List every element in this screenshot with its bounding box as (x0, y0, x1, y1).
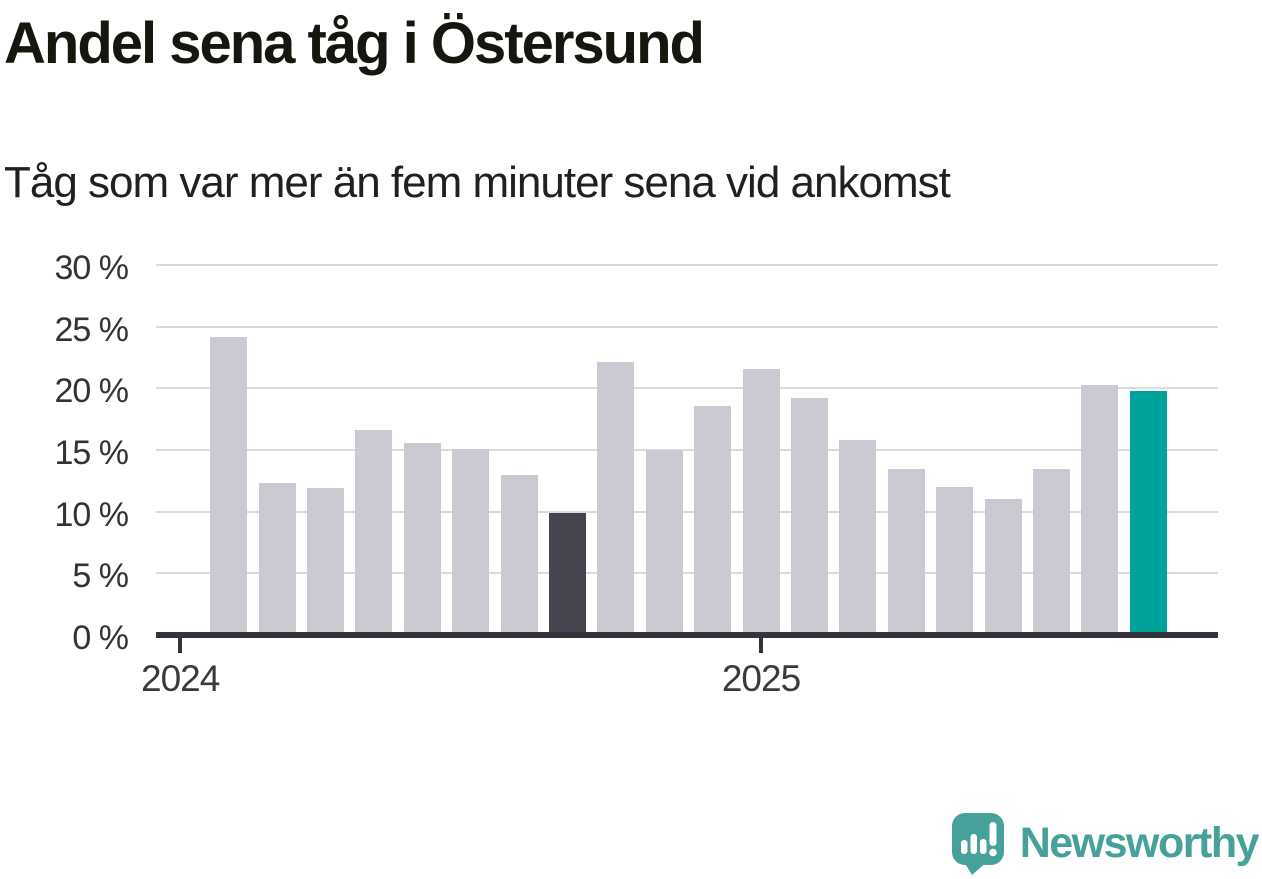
bar-2025-06 (984, 499, 1022, 635)
gridline-5 (156, 572, 1218, 575)
bar-2024-03 (258, 483, 296, 635)
gridline-15 (156, 449, 1218, 451)
gridline-10 (156, 510, 1218, 513)
bar-chart-plot-area: 0 % 5 % 10 % 15 % 20 % 25 % 30 % 2024 2025 (54, 249, 1218, 699)
bar-2025-08 (1081, 384, 1119, 635)
chart-title: Andel sena tåg i Östersund (4, 11, 705, 76)
y-axis-tick-label: 20 % (54, 372, 130, 411)
bar-2024-02 (210, 336, 248, 635)
bar-2024-09 (548, 512, 586, 635)
x-axis-tick (178, 638, 183, 653)
y-axis-tick-label: 30 % (54, 249, 130, 287)
chart-subtitle: Tåg som var mer än fem minuter sena vid … (4, 158, 951, 207)
x-axis-tick (759, 638, 763, 653)
bar-2025-03 (839, 440, 877, 635)
x-axis-tick-label: 2025 (721, 658, 801, 699)
y-axis-tick-label: 15 % (54, 434, 130, 472)
bar-2024-11 (645, 450, 683, 635)
bar-2024-12 (694, 405, 732, 635)
x-axis-tick-label: 2024 (141, 658, 220, 699)
gridline-20 (156, 387, 1218, 390)
bar-2025-01 (742, 368, 780, 635)
y-axis-tick-label: 10 % (54, 495, 130, 534)
gridline-30 (156, 264, 1218, 266)
bar-2025-04 (887, 468, 925, 635)
bar-2024-04 (306, 488, 344, 635)
y-axis-tick-label: 0 % (72, 619, 129, 657)
y-axis-tick-label: 5 % (72, 557, 129, 596)
bar-2024-07 (452, 448, 490, 635)
bar-2025-09 (1129, 390, 1167, 635)
bar-2024-06 (403, 442, 441, 635)
bar-2025-02 (790, 398, 828, 635)
bar-2025-05 (936, 487, 974, 635)
newsworthy-logo-text: Newsworthy (1019, 819, 1260, 867)
bar-2024-10 (597, 362, 635, 635)
newsworthy-brand: Newsworthy (950, 811, 1260, 875)
bar-2025-07 (1032, 468, 1070, 635)
y-axis-tick-label: 25 % (54, 310, 130, 349)
gridline-25 (156, 325, 1218, 328)
bar-2024-08 (500, 474, 538, 635)
newsworthy-logo-icon (951, 813, 1004, 875)
x-axis-line (156, 632, 1218, 638)
bar-2024-05 (355, 430, 393, 635)
